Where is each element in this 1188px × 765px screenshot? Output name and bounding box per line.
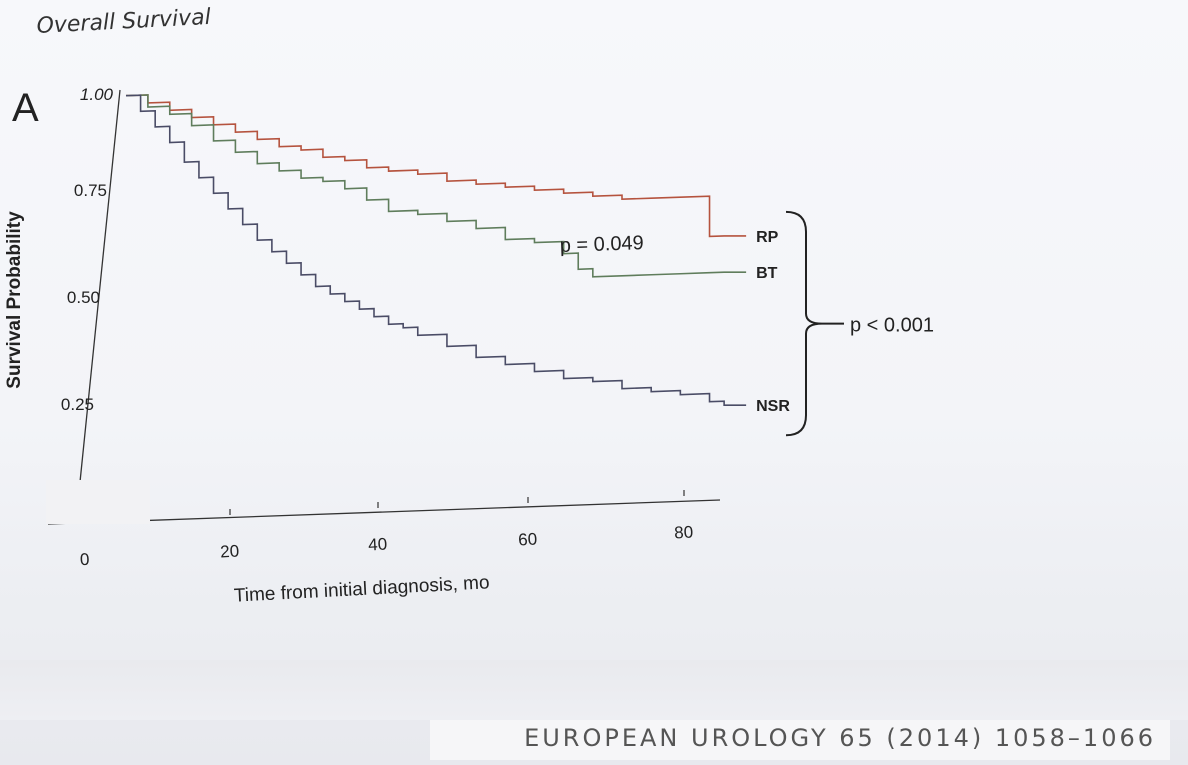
survival-curve-rp <box>125 94 747 238</box>
y-axis-line <box>79 89 121 483</box>
curve-label-rp: RP <box>756 229 779 246</box>
x-tick-label: 0 <box>79 550 89 569</box>
citation-text: EUROPEAN UROLOGY 65 (2014) 1058–1066 <box>524 724 1156 752</box>
bracket-group <box>785 210 844 437</box>
slide-bottom-band <box>0 660 1188 720</box>
significance-bracket <box>785 210 823 437</box>
y-axis-title: Survival Probability <box>4 211 25 389</box>
x-tick-label: 40 <box>368 535 388 555</box>
y-tick-label: 0.25 <box>61 395 94 414</box>
x-axis-line <box>47 499 721 525</box>
chart-axes <box>47 89 721 525</box>
x-axis-title: Time from initial diagnosis, mo <box>233 572 490 606</box>
citation-banner: EUROPEAN UROLOGY 65 (2014) 1058–1066 <box>430 720 1170 760</box>
p-value-rp-bt: p = 0.049 <box>559 232 644 257</box>
y-tick-label: 0.75 <box>74 181 107 200</box>
x-tick-label: 80 <box>674 523 694 543</box>
curve-labels: RP BT NSR <box>756 229 790 415</box>
x-tick-label: 20 <box>220 542 240 562</box>
curve-label-nsr: NSR <box>756 398 790 415</box>
y-tick-label: 0.50 <box>67 288 100 307</box>
y-tick-label: 1.00 <box>80 85 114 104</box>
occluding-panel <box>46 480 150 524</box>
x-tick-label: 60 <box>518 530 538 550</box>
curve-label-bt: BT <box>756 265 778 282</box>
panel-label: A <box>12 86 39 130</box>
survival-curves <box>125 94 747 406</box>
axis-ticks: 0 20 40 60 80 0.25 0.50 0.75 1.00 <box>61 85 694 569</box>
survival-curve-nsr <box>125 94 747 406</box>
p-value-overall: p < 0.001 <box>850 315 934 337</box>
survival-curve-bt <box>125 94 747 278</box>
